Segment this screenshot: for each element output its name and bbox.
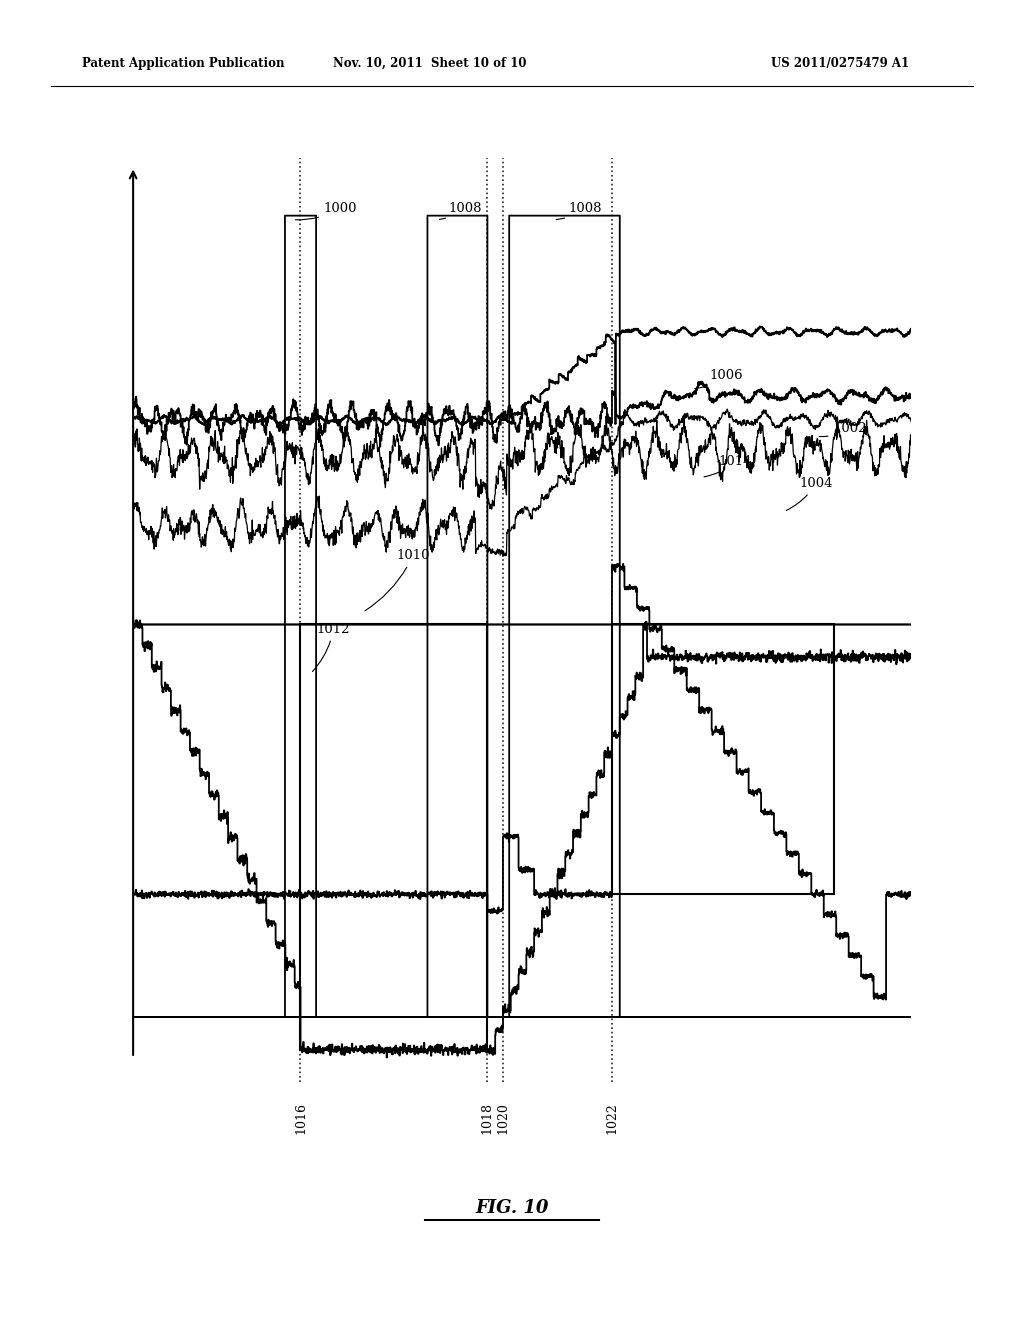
Text: 1000: 1000 — [296, 202, 357, 220]
Bar — [300, 624, 487, 1049]
Text: 1008: 1008 — [439, 202, 482, 219]
Text: Patent Application Publication: Patent Application Publication — [82, 57, 285, 70]
Text: 1010: 1010 — [365, 549, 430, 611]
Text: 1008: 1008 — [556, 202, 602, 219]
Bar — [611, 624, 834, 895]
Text: FIG. 10: FIG. 10 — [475, 1199, 549, 1217]
Text: US 2011/0275479 A1: US 2011/0275479 A1 — [771, 57, 908, 70]
Text: 1006: 1006 — [694, 370, 742, 388]
Text: 1002: 1002 — [819, 422, 867, 437]
Text: 1004: 1004 — [786, 477, 833, 511]
Text: 1018: 1018 — [480, 1102, 494, 1134]
Text: 1022: 1022 — [605, 1102, 618, 1134]
Text: Nov. 10, 2011  Sheet 10 of 10: Nov. 10, 2011 Sheet 10 of 10 — [334, 57, 526, 70]
Text: 1012: 1012 — [312, 623, 350, 672]
Text: 1014: 1014 — [703, 455, 752, 477]
Text: 1020: 1020 — [497, 1102, 509, 1134]
Text: 1016: 1016 — [294, 1102, 307, 1134]
